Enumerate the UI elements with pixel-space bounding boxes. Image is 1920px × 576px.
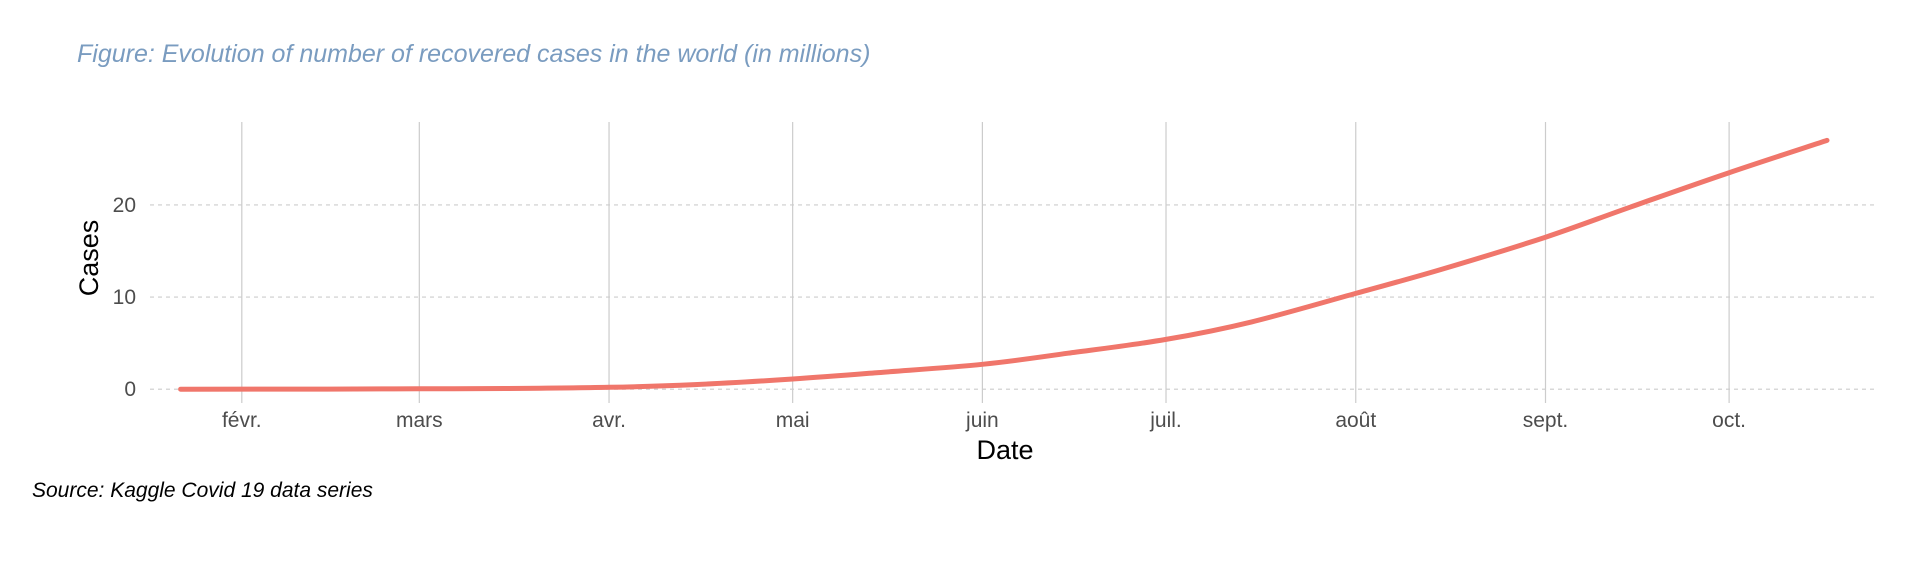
x-axis-title: Date (976, 435, 1033, 465)
y-axis-title: Cases (74, 220, 104, 297)
source-caption: Source: Kaggle Covid 19 data series (32, 479, 373, 502)
x-tick-label: juil. (1149, 409, 1182, 432)
series-layer (178, 137, 1830, 392)
chart-title: Figure: Evolution of number of recovered… (77, 40, 870, 68)
x-tick-label: oct. (1712, 409, 1746, 432)
x-tick-label: mai (776, 409, 810, 432)
y-tick-labels: 0 10 20 (113, 194, 136, 401)
x-tick-label: avr. (592, 409, 626, 432)
x-tick-labels: févr. mars avr. mai juin juil. août sept. oct. (222, 409, 1746, 432)
x-tick-label: sept. (1523, 409, 1569, 432)
y-tick-label: 0 (124, 378, 136, 401)
series-line (178, 137, 1830, 392)
x-tick-label: mars (396, 409, 443, 432)
x-tick-label: juin (965, 409, 999, 432)
y-tick-label: 20 (113, 194, 136, 217)
y-tick-label: 10 (113, 286, 136, 309)
vertical-gridlines (241, 122, 1730, 403)
x-tick-label: août (1335, 409, 1376, 432)
x-tick-label: févr. (222, 409, 262, 432)
